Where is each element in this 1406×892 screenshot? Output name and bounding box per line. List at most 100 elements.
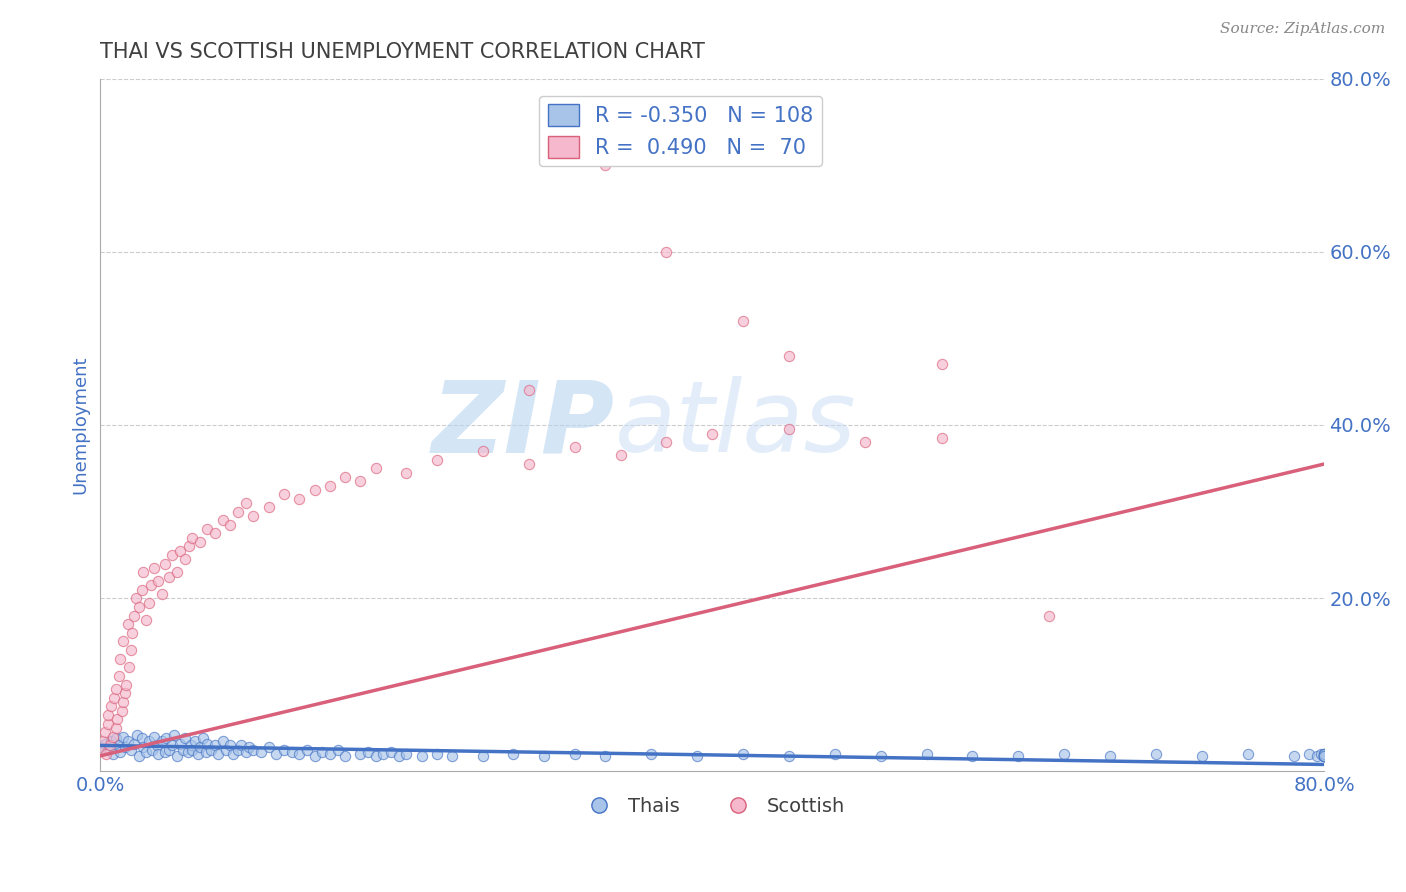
Point — [288, 491, 311, 506]
Point — [502, 747, 524, 761]
Point — [120, 743, 142, 757]
Point — [257, 500, 280, 515]
Point — [564, 440, 586, 454]
Point — [142, 561, 165, 575]
Point — [157, 743, 180, 757]
Point — [273, 743, 295, 757]
Point — [176, 745, 198, 759]
Point — [142, 730, 165, 744]
Point — [1237, 747, 1260, 761]
Point — [1306, 748, 1329, 763]
Point — [238, 740, 260, 755]
Point — [1313, 748, 1336, 763]
Point — [131, 582, 153, 597]
Point — [197, 737, 219, 751]
Point — [517, 384, 540, 398]
Point — [962, 748, 984, 763]
Point — [120, 643, 142, 657]
Point — [388, 748, 411, 763]
Point — [471, 748, 494, 763]
Point — [349, 475, 371, 489]
Point — [148, 574, 170, 588]
Point — [564, 747, 586, 761]
Point — [162, 739, 184, 753]
Point — [94, 725, 117, 739]
Point — [731, 747, 754, 761]
Point — [533, 748, 555, 763]
Point — [1298, 747, 1320, 761]
Point — [395, 747, 418, 761]
Point — [1313, 748, 1336, 763]
Point — [304, 748, 326, 763]
Point — [97, 743, 120, 757]
Point — [150, 587, 173, 601]
Point — [181, 743, 204, 757]
Point — [931, 357, 953, 371]
Point — [257, 740, 280, 755]
Point — [373, 747, 395, 761]
Point — [295, 743, 318, 757]
Point — [235, 496, 257, 510]
Point — [778, 422, 800, 436]
Point — [207, 747, 229, 761]
Point — [188, 740, 211, 755]
Point — [107, 669, 129, 683]
Point — [1007, 748, 1029, 763]
Point — [1313, 748, 1336, 763]
Point — [593, 158, 616, 172]
Point — [115, 678, 138, 692]
Point — [304, 483, 326, 497]
Point — [824, 747, 846, 761]
Point — [1313, 748, 1336, 763]
Point — [686, 748, 709, 763]
Point — [173, 552, 195, 566]
Point — [124, 591, 146, 606]
Point — [778, 748, 800, 763]
Point — [172, 743, 194, 757]
Point — [1313, 747, 1336, 761]
Point — [204, 739, 226, 753]
Point — [188, 535, 211, 549]
Text: ZIP: ZIP — [432, 376, 614, 474]
Point — [104, 731, 127, 746]
Point — [187, 747, 209, 761]
Point — [141, 743, 163, 757]
Point — [426, 747, 449, 761]
Point — [132, 565, 155, 579]
Point — [117, 734, 139, 748]
Text: Source: ZipAtlas.com: Source: ZipAtlas.com — [1219, 22, 1385, 37]
Point — [200, 743, 222, 757]
Point — [853, 435, 876, 450]
Point — [364, 748, 387, 763]
Point — [135, 613, 157, 627]
Point — [101, 730, 124, 744]
Point — [1144, 747, 1167, 761]
Point — [112, 634, 135, 648]
Point — [166, 565, 188, 579]
Point — [191, 731, 214, 746]
Point — [229, 739, 252, 753]
Point — [226, 743, 249, 757]
Point — [194, 745, 217, 759]
Point — [100, 699, 122, 714]
Point — [97, 708, 120, 723]
Point — [250, 745, 273, 759]
Y-axis label: Unemployment: Unemployment — [72, 356, 89, 494]
Point — [266, 747, 288, 761]
Point — [517, 457, 540, 471]
Point — [93, 734, 115, 748]
Point — [395, 466, 418, 480]
Point — [100, 734, 122, 748]
Point — [349, 747, 371, 761]
Point — [222, 747, 245, 761]
Point — [103, 690, 125, 705]
Point — [114, 686, 136, 700]
Point — [333, 748, 356, 763]
Point — [96, 747, 118, 761]
Point — [104, 682, 127, 697]
Point — [155, 731, 177, 746]
Point — [97, 716, 120, 731]
Point — [1282, 748, 1305, 763]
Point — [319, 478, 342, 492]
Point — [104, 721, 127, 735]
